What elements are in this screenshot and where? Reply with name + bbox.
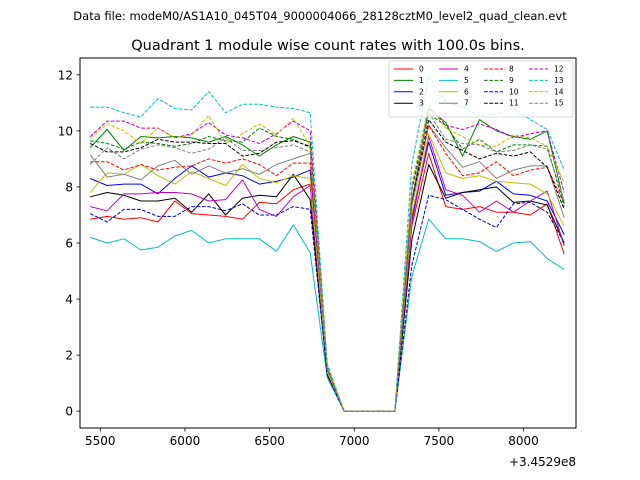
y-tick-label: 12 [58, 68, 73, 82]
y-tick-label: 10 [58, 124, 73, 138]
y-tick-label: 4 [65, 293, 73, 307]
legend-label: 1 [419, 76, 424, 85]
series-line-14 [89, 105, 565, 412]
legend-label: 15 [554, 99, 564, 108]
y-tick-label: 6 [65, 237, 73, 251]
legend-label: 6 [464, 87, 469, 96]
x-offset-label: +3.4529e8 [509, 455, 576, 469]
legend-label: 10 [509, 87, 519, 96]
legend-label: 11 [509, 99, 519, 108]
x-tick-label: 7500 [424, 434, 455, 448]
x-tick-label: 6500 [254, 434, 285, 448]
legend-label: 13 [554, 76, 564, 85]
series-line-15 [89, 112, 565, 412]
legend-label: 4 [464, 65, 469, 74]
legend-frame [388, 60, 574, 118]
y-tick-label: 0 [65, 405, 73, 419]
legend-label: 9 [509, 76, 514, 85]
x-tick-label: 5500 [85, 434, 116, 448]
x-tick-label: 7000 [339, 434, 370, 448]
legend-label: 2 [419, 87, 424, 96]
x-tick-label: 8000 [508, 434, 539, 448]
plot-area [89, 75, 565, 412]
chart-suptitle: Data file: modeM0/AS1A10_045T04_90000040… [73, 9, 567, 23]
legend-label: 12 [554, 65, 564, 74]
legend-label: 14 [554, 87, 564, 96]
legend-label: 7 [464, 99, 469, 108]
x-tick-label: 6000 [170, 434, 201, 448]
legend-label: 3 [419, 99, 424, 108]
chart-title: Quadrant 1 module wise count rates with … [131, 38, 525, 54]
legend-label: 8 [509, 65, 514, 74]
y-tick-label: 8 [65, 180, 73, 194]
legend-label: 5 [464, 76, 469, 85]
legend-label: 0 [419, 65, 424, 74]
y-tick-label: 2 [65, 349, 73, 363]
series-line-5 [90, 218, 565, 412]
series-line-10 [89, 194, 565, 412]
y-axis: 0 2 4 6 8 10 12 [58, 68, 80, 419]
x-axis: 5500 6000 6500 7000 7500 8000 [85, 428, 539, 448]
